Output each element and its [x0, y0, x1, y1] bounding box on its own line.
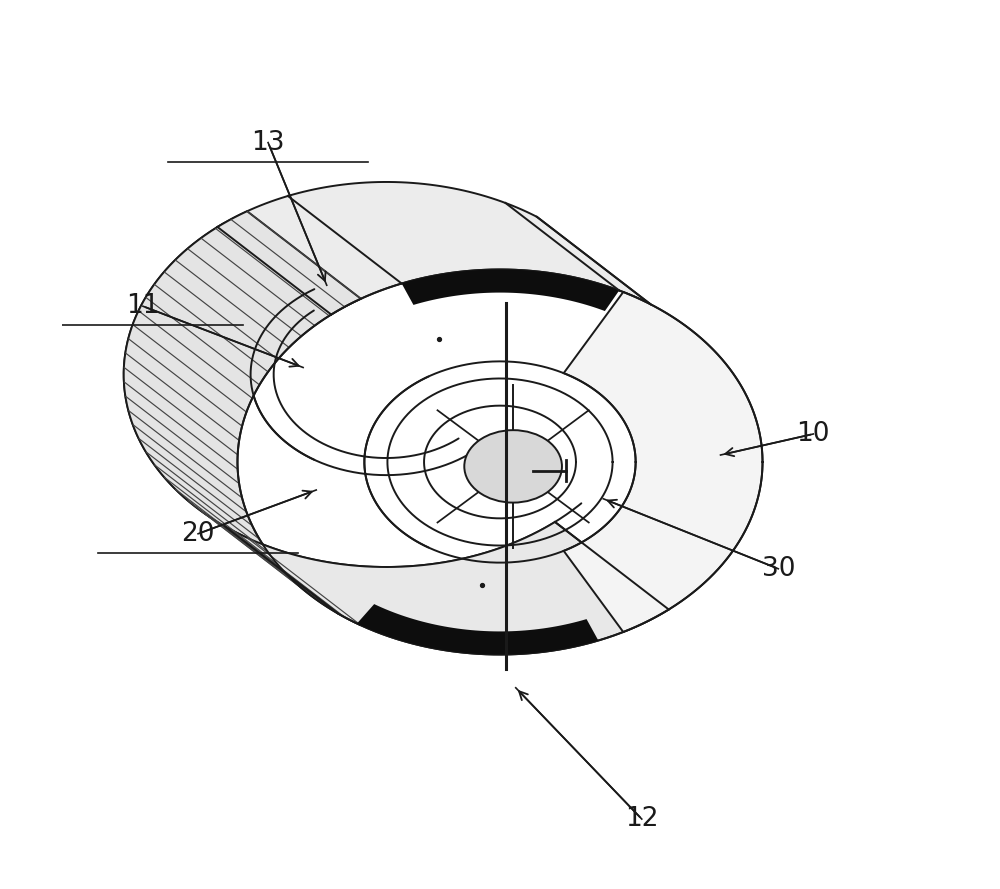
Text: 12: 12	[625, 806, 659, 832]
Polygon shape	[217, 182, 651, 315]
Text: 30: 30	[762, 556, 795, 581]
Ellipse shape	[464, 430, 562, 502]
Polygon shape	[357, 605, 598, 654]
Text: 10: 10	[797, 421, 830, 447]
Text: 20: 20	[181, 521, 215, 547]
Polygon shape	[564, 292, 763, 632]
Polygon shape	[402, 269, 619, 311]
Polygon shape	[124, 212, 361, 625]
Polygon shape	[225, 522, 669, 654]
Text: 13: 13	[251, 130, 285, 156]
Text: 11: 11	[126, 293, 160, 319]
